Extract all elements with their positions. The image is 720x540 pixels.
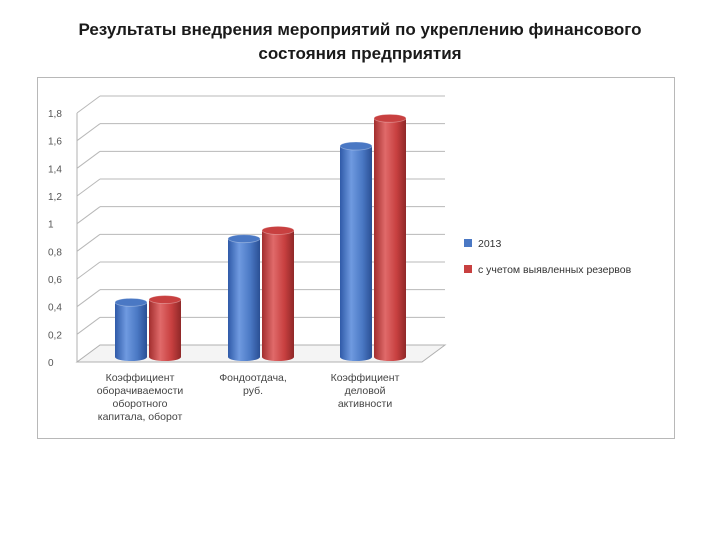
gridline-depth [76, 289, 101, 308]
bar-body [262, 230, 294, 361]
bar-series-2-1 [148, 295, 182, 361]
bar-series-2-3 [373, 113, 407, 361]
bar-top [339, 141, 373, 151]
x-tick-label: оборачиваемости [97, 385, 184, 397]
y-tick-label: 0,8 [48, 247, 62, 258]
x-tick-label: Коэффициент [106, 372, 175, 384]
gridline-depth [76, 233, 101, 252]
legend-swatch [464, 239, 472, 247]
gridline-depth [76, 95, 101, 114]
bar-top [373, 113, 407, 123]
title-line-2: состояния предприятия [258, 44, 462, 63]
gridline-depth [76, 261, 101, 280]
bar-top [148, 295, 182, 304]
x-tick-label: Коэффициент [331, 372, 400, 384]
bar-body [149, 299, 181, 361]
bar-body [115, 302, 147, 361]
x-tick-label: деловой [345, 385, 386, 397]
bar-body [374, 118, 406, 361]
legend-swatch [464, 265, 472, 273]
gridline-depth [76, 178, 101, 197]
y-tick-label: 1 [48, 220, 54, 231]
gridline-depth [76, 316, 101, 335]
x-tick-label: оборотного [112, 398, 167, 410]
x-tick-label: Фондоотдача, [219, 372, 287, 384]
bar-body [340, 146, 372, 361]
bar-body [228, 238, 260, 361]
x-tick-label: руб. [243, 385, 263, 397]
y-tick-label: 0,6 [48, 275, 62, 286]
y-tick-label: 1,6 [48, 137, 62, 148]
x-tick-label: активности [338, 398, 393, 410]
y-tick-label: 0 [48, 358, 54, 369]
legend-entry: с учетом выявленных резервов [478, 264, 632, 276]
x-tick-label: капитала, оборот [98, 411, 183, 423]
bar-top [114, 297, 148, 307]
y-tick-label: 0,2 [48, 330, 62, 341]
bar-series-1-2 [227, 234, 261, 361]
page-title: Результаты внедрения мероприятий по укре… [30, 18, 690, 66]
title-line-1: Результаты внедрения мероприятий по укре… [78, 20, 642, 39]
gridline-depth [76, 123, 101, 142]
y-tick-label: 1,2 [48, 192, 62, 203]
y-tick-label: 1,8 [48, 109, 62, 120]
gridline-depth [76, 150, 101, 169]
legend-entry: 2013 [478, 238, 502, 250]
y-tick-label: 0,4 [48, 303, 62, 314]
y-tick-label: 1,4 [48, 164, 62, 175]
bar-top [227, 234, 261, 244]
bar-series-1-3 [339, 141, 373, 361]
bar-series-1-1 [114, 297, 148, 361]
gridline-depth [76, 206, 101, 225]
bar-top [261, 225, 295, 235]
bar-series-2-2 [261, 225, 295, 361]
